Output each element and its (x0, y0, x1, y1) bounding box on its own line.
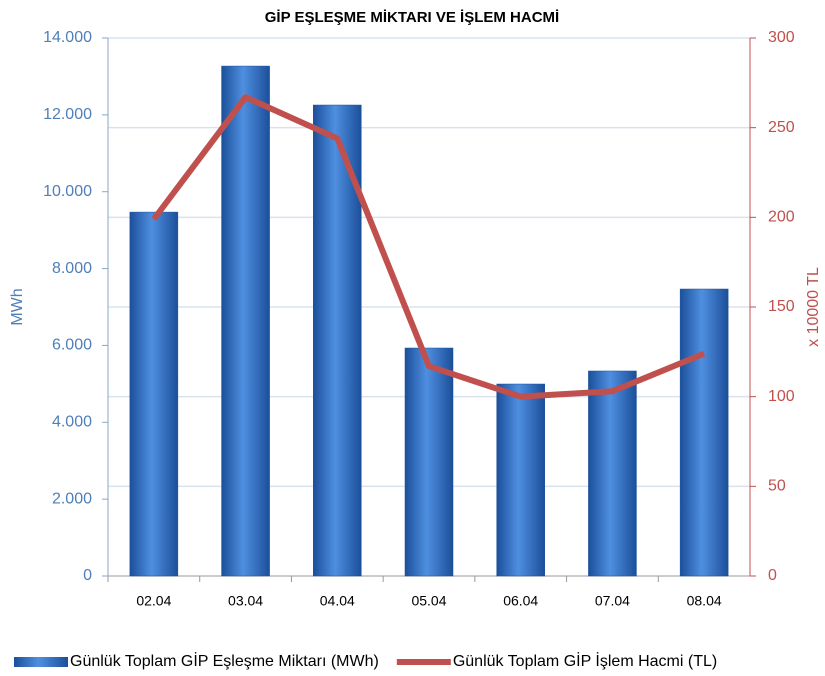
y2-tick-label: 300 (768, 29, 795, 46)
y2-tick-label: 200 (768, 209, 795, 226)
y-tick-label: 2.000 (52, 490, 92, 507)
y2-tick-label: 150 (768, 298, 795, 315)
legend-label: Günlük Toplam GİP İşlem Hacmi (TL) (453, 651, 717, 670)
y2-tick-label: 0 (768, 567, 777, 584)
y-tick-label: 14.000 (43, 29, 92, 46)
bar (221, 65, 270, 577)
bar (679, 288, 729, 577)
bar (129, 211, 179, 577)
y2-tick-label: 100 (768, 388, 795, 405)
bar (496, 383, 545, 577)
legend-label: Günlük Toplam GİP Eşleşme Miktarı (MWh) (70, 651, 379, 670)
y2-axis-label: x 10000 TL (805, 267, 822, 347)
y2-tick-label: 250 (768, 119, 795, 136)
legend-swatch (14, 657, 68, 667)
y-tick-label: 10.000 (43, 183, 92, 200)
line (151, 94, 706, 400)
y-tick-label: 8.000 (52, 260, 92, 277)
y-tick-label: 4.000 (52, 414, 92, 431)
x-tick-label: 08.04 (687, 593, 722, 609)
x-tick-label: 06.04 (503, 593, 538, 609)
bar (588, 370, 637, 577)
x-tick-label: 07.04 (595, 593, 630, 609)
y-axis-label: MWh (9, 288, 26, 325)
chart-title: GİP EŞLEŞME MİKTARI VE İŞLEM HACMİ (265, 9, 559, 26)
bar (404, 347, 454, 577)
x-tick-label: 03.04 (228, 593, 263, 609)
y-tick-label: 12.000 (43, 106, 92, 123)
y-tick-label: 6.000 (52, 337, 92, 354)
x-tick-label: 02.04 (136, 593, 171, 609)
x-tick-label: 04.04 (320, 593, 355, 609)
y-tick-label: 0 (83, 567, 92, 584)
y2-tick-label: 50 (768, 478, 786, 495)
x-tick-label: 05.04 (411, 593, 446, 609)
